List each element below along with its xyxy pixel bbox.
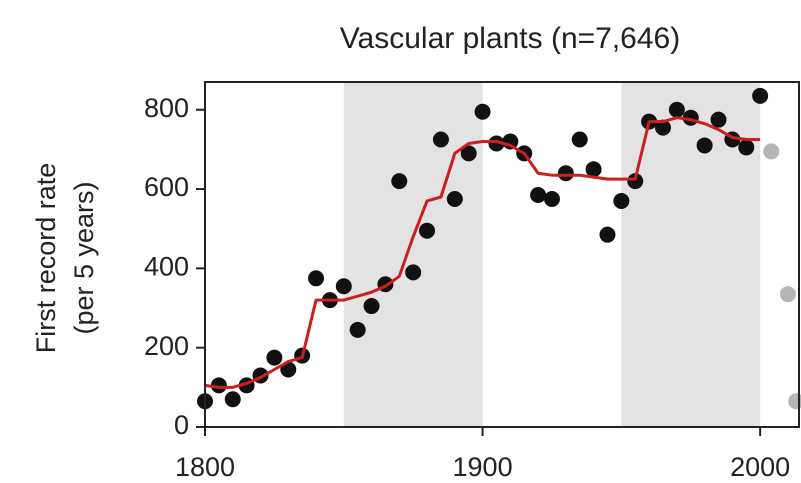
data-point xyxy=(224,391,241,408)
x-tick-label: 1800 xyxy=(175,452,235,482)
data-point xyxy=(585,161,602,178)
excluded-point xyxy=(763,143,780,160)
data-point xyxy=(654,119,671,136)
data-point xyxy=(349,321,366,338)
data-point xyxy=(308,270,325,287)
x-tick-label: 1900 xyxy=(453,452,513,482)
y-axis-label: (per 5 years) xyxy=(69,181,99,334)
chart-title: Vascular plants (n=7,646) xyxy=(340,22,680,55)
data-point xyxy=(391,173,408,190)
y-tick-label: 0 xyxy=(174,410,189,440)
data-point xyxy=(488,135,505,152)
data-point xyxy=(363,298,380,315)
data-point xyxy=(474,103,491,120)
y-tick-label: 800 xyxy=(144,93,189,123)
data-point xyxy=(696,137,713,154)
data-point xyxy=(460,145,477,162)
data-point xyxy=(599,226,616,243)
data-point xyxy=(543,190,560,207)
data-point xyxy=(266,349,283,366)
shaded-period xyxy=(621,82,761,427)
data-point xyxy=(571,131,588,148)
y-axis-label: First record rate xyxy=(31,163,61,354)
data-point xyxy=(405,264,422,281)
shaded-period xyxy=(343,82,483,427)
data-point xyxy=(432,131,449,148)
excluded-point xyxy=(779,286,796,303)
data-point xyxy=(710,111,727,128)
data-point xyxy=(738,139,755,156)
data-point xyxy=(557,165,574,182)
y-tick-label: 200 xyxy=(144,331,189,361)
y-tick-label: 600 xyxy=(144,172,189,202)
data-point xyxy=(446,190,463,207)
excluded-point xyxy=(788,393,801,410)
y-tick-label: 400 xyxy=(144,252,189,282)
plot-frame xyxy=(204,81,800,428)
data-point xyxy=(210,377,227,394)
data-point xyxy=(530,187,547,204)
data-point xyxy=(613,192,630,209)
data-point xyxy=(335,278,352,295)
data-point xyxy=(668,101,685,118)
data-point xyxy=(627,173,644,190)
x-tick-label: 2000 xyxy=(730,452,790,482)
data-point xyxy=(752,87,769,104)
trend-line xyxy=(204,116,761,389)
data-point xyxy=(419,222,436,239)
